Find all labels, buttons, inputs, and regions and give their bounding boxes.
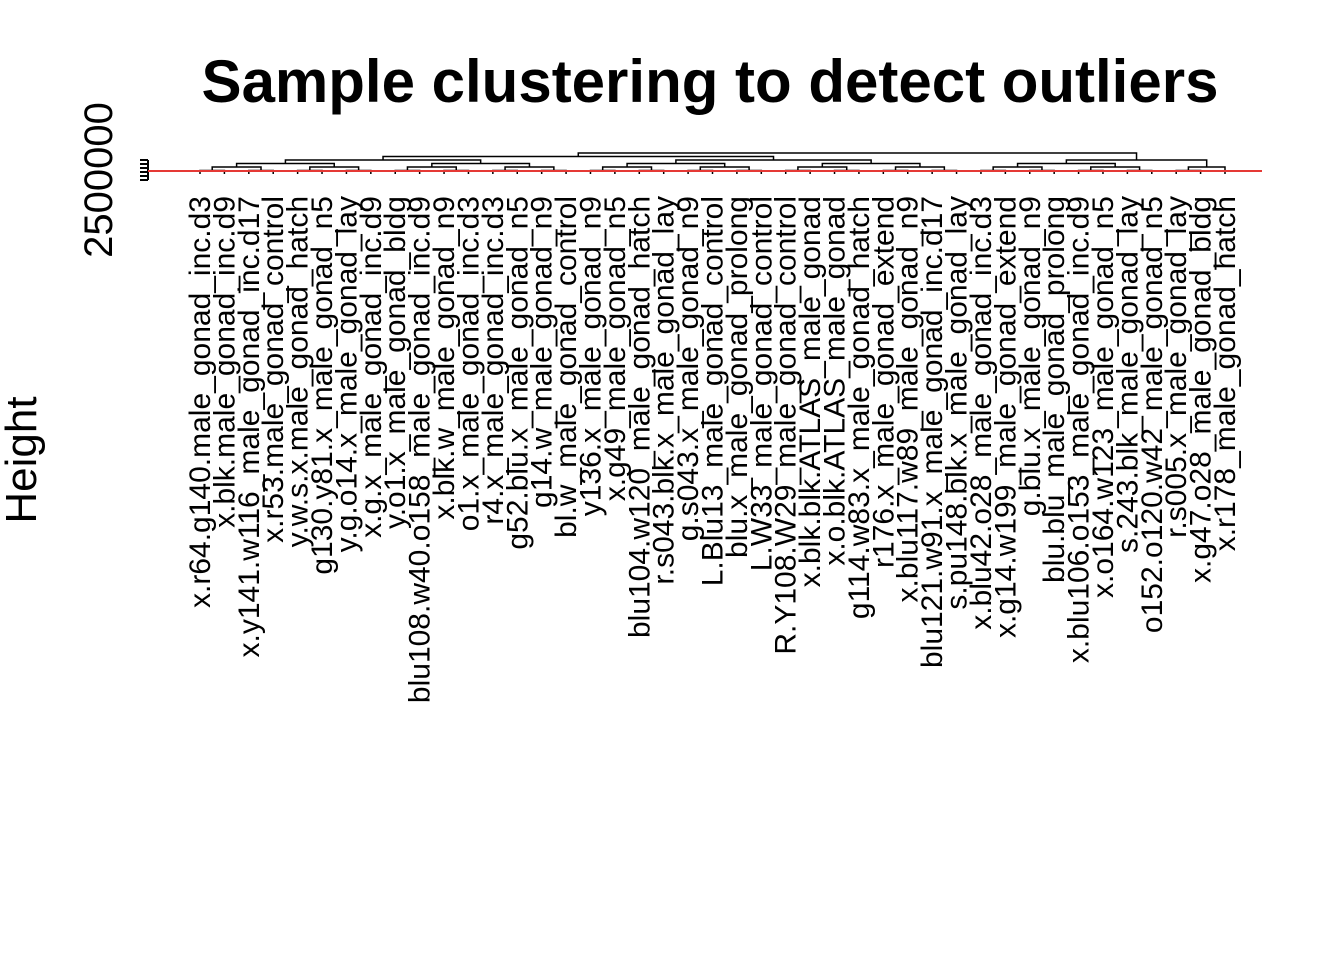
leaf-label: blu108.w40.o158_male_gonad_inc.d9 [404,196,437,703]
leaf-label: blu.blu_male_gonad_prolong [1038,196,1071,583]
leaf-label: x.r178_male_gonad_hatch [1209,196,1242,551]
leaf-label: o152.o120.w42_male_gonad_n5 [1136,196,1169,633]
leaf-label: g52.blu.x_male_gonad_n5 [501,196,534,550]
leaf-label: r176.x_male_gonad_extend [867,196,900,568]
leaf-label: x.g.x_male_gonad_inc.d9 [355,196,388,538]
leaf-label: y136.x_male_gonad_n9 [574,196,607,516]
leaf-labels: x.r64.g140.male_gonad_inc.d3x.blk.male_g… [184,196,1242,703]
leaf-label: r.s043.blk.x_male_gonad_lay [648,196,681,585]
leaf-label: blu.x_male_gonad_prolong [721,196,754,558]
leaf-label: bl.w_male_gonad_control [550,196,583,538]
leaf-label: g14.w_male_gonad_n9 [526,196,559,508]
leaf-label: g114.w83.x_male_gonad_hatch [843,196,876,619]
leaf-label: s.243.blk_male_gonad_lay [1111,196,1144,553]
leaf-label: x.g47.o28_male_gonad_bldg [1185,196,1218,583]
y-axis: 2500000 [77,102,149,258]
leaf-label: blu104.w120_male_gonad_hatch [623,196,656,638]
leaf-label: x.blu42.o28_male_gonad_inc.d3 [965,196,998,630]
leaf-label: x.g49_male_gonad_n5 [599,196,632,501]
y-tick-label: 2500000 [77,102,121,258]
leaf-label: x.g14.w199_male_gonad_extend [989,196,1022,638]
leaf-label: s.pu148.blk.x_male_gonad_lay [941,196,974,610]
leaf-label: r.s005.x_male_gonad_lay [1160,196,1193,538]
leaf-label: x.r53.male_gonad_control [257,196,290,543]
dendrogram-branch [577,152,1138,160]
leaf-label: y.w.s.x.male_gonad_hatch [282,196,315,547]
leaf-label: x.blu106.o153_male_gonad_inc.d9 [1063,196,1096,663]
leaf-label: x.o164.w123_male_gonad_n5 [1087,196,1120,598]
leaf-label: o1.x_male_gonad_inc.d3 [452,196,485,531]
leaf-label: y.g.o14.x_male_gonad_lay [330,196,363,552]
leaf-label: r4.x_male_gonad_inc.d3 [477,196,510,525]
leaf-label: x.r64.g140.male_gonad_inc.d3 [184,196,217,608]
leaf-label: x.blk.blk.ATLAS_male_gonad [794,196,827,587]
leaf-label: x.o.blk.ATLAS_male_gonad [819,196,852,566]
leaf-label: g.s043.x_male_gonad_n9 [672,196,705,541]
leaf-label: L.W33_male_gonad_control [745,196,778,571]
leaf-label: R.Y108.W29_male_gonad_control [770,196,803,655]
leaf-label: x.blu117.w89_male_gonad_n9 [892,196,925,602]
leaf-label: g.blu.x_male_gonad_n9 [1014,196,1047,516]
leaf-label: blu121.w91.x_male_gonad_inc.d17 [916,196,949,668]
y-axis-label: Height [0,396,46,523]
leaf-label: L.Blu13_male_gonad_control [697,196,730,586]
leaf-label: x.blk.w_male_gonad_n9 [428,196,461,520]
leaf-label: x.y141.w116_male_gonad_inc.d17 [233,196,266,657]
leaf-label: y.o1.x_male_gonad_bldg [379,196,412,529]
leaf-label: x.blk.male_gonad_inc.d9 [208,196,241,528]
leaf-label: g130.y81.x_male_gonad_n5 [306,196,339,575]
chart-title: Sample clustering to detect outliers [202,48,1219,115]
